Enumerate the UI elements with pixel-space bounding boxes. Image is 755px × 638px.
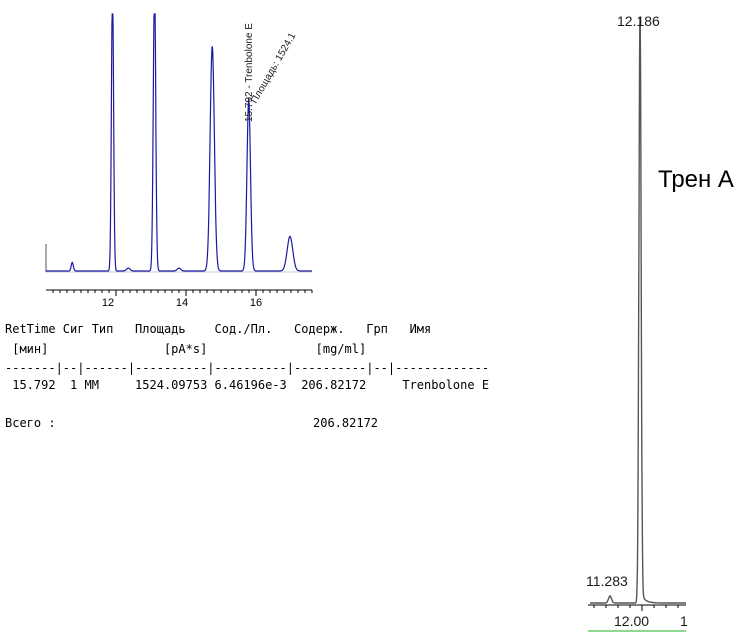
right-x-ticks <box>593 605 679 611</box>
table-row: 15.792 1 MM 1524.09753 6.46196e-3 206.82… <box>5 378 489 392</box>
right-tick-label-edge: 1 <box>680 613 688 629</box>
right-chromatogram: 12.186 11.283 12.00 1 <box>586 13 688 632</box>
table-header-row-1: RetTime Сиг Тип Площадь Сод./Пл. Содерж.… <box>5 322 431 336</box>
left-trace <box>46 13 312 272</box>
right-peak-label-main: 12.186 <box>617 13 660 29</box>
right-trace <box>590 16 686 604</box>
table-header-row-2: [мин] [pA*s] [mg/ml] <box>5 342 366 356</box>
total-value: 206.82172 <box>313 416 378 430</box>
peak-annotation-name: 15.792 - Trenbolone E <box>244 23 255 122</box>
left-tick-label-16: 16 <box>250 297 262 309</box>
results-table: RetTime Сиг Тип Площадь Сод./Пл. Содерж.… <box>5 322 489 430</box>
peak-annotation-area: Площадь: 1524.1 <box>249 31 299 106</box>
right-tick-label-main: 12.00 <box>614 613 649 629</box>
left-tick-label-12: 12 <box>102 297 114 309</box>
total-label: Всего : <box>5 416 56 430</box>
left-tick-label-14: 14 <box>176 297 188 309</box>
left-x-ticks <box>52 290 313 296</box>
left-chromatogram: 12 14 16 15.792 - Trenbolone E Площадь: … <box>45 13 313 309</box>
table-separator: -------|--|------|----------|----------|… <box>5 361 489 375</box>
right-peak-label-minor: 11.283 <box>586 573 628 589</box>
side-label: Трен А <box>658 166 734 193</box>
